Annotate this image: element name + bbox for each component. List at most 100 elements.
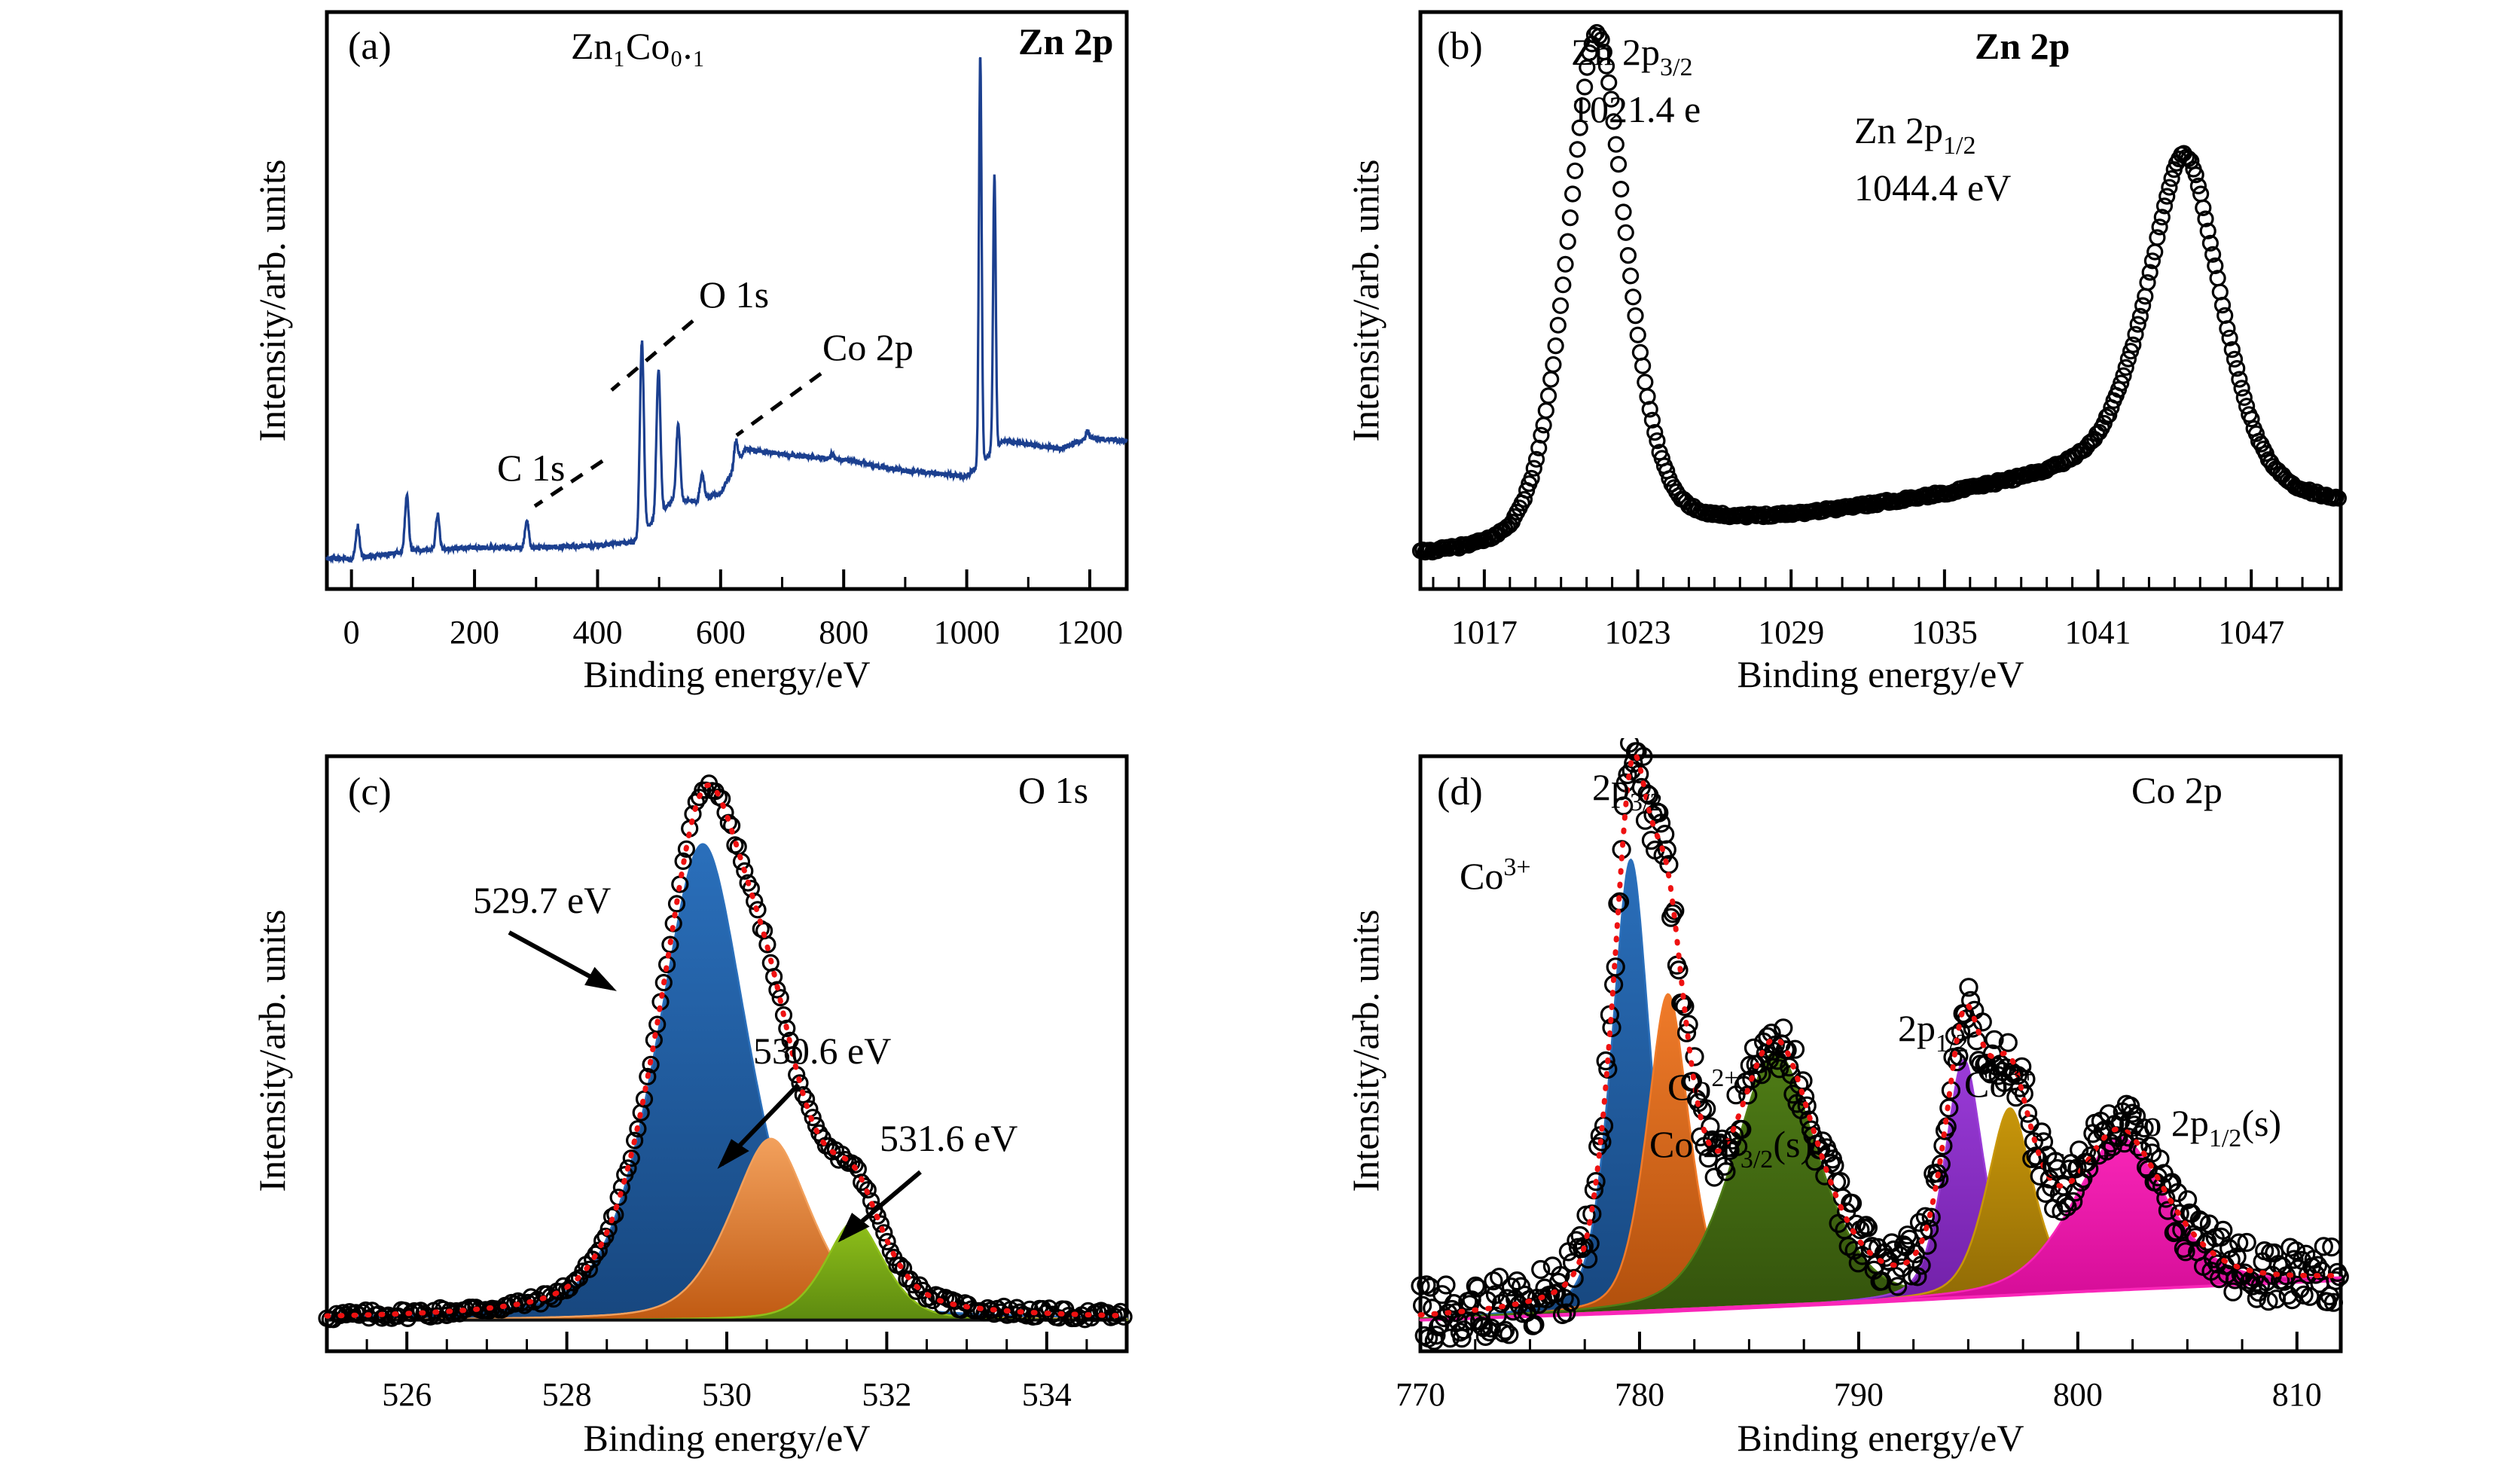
data-point — [846, 1155, 864, 1174]
panel-a-leader-o1s — [610, 319, 694, 392]
data-point — [2058, 1197, 2077, 1216]
x-tick-label: 532 — [862, 1376, 911, 1413]
panel-c-xtitle: Binding energy/eV — [584, 1417, 871, 1459]
x-tick-label: 534 — [1022, 1376, 1072, 1413]
data-point — [629, 1120, 647, 1138]
data-point — [639, 1067, 657, 1085]
panel-c-arrow-531 — [837, 1170, 922, 1243]
data-point — [862, 1192, 880, 1210]
data-point — [1858, 1218, 1878, 1238]
data-point — [1701, 1117, 1720, 1137]
panel-d-ytitle: Intensity/arb. units — [1344, 910, 1387, 1192]
data-point — [1640, 786, 1659, 805]
panel-a-sample-label: Zn₁Co₀.₁ — [571, 25, 706, 67]
panel-d-title: Co 2p — [2131, 769, 2223, 811]
data-point — [677, 840, 696, 858]
data-point — [2195, 199, 2212, 216]
panel-d-anno-2p12: 2p1/2 — [1898, 1007, 1968, 1057]
panel-b-curve — [1411, 23, 2348, 561]
data-point — [619, 1159, 637, 1177]
panel-c-axis: 526 528 530 532 534 — [325, 1332, 1128, 1413]
x-tick-label: 1035 — [1911, 614, 1978, 651]
data-point — [1567, 162, 1584, 179]
data-point — [2223, 341, 2241, 359]
data-point — [1908, 1267, 1927, 1286]
data-point — [1605, 113, 1622, 130]
data-point — [2162, 1173, 2182, 1192]
data-point — [2119, 1128, 2138, 1147]
panel-b-anno-2p32: Zn 2p3/2 — [1571, 31, 1693, 81]
data-point — [2161, 179, 2178, 196]
data-point — [891, 1256, 909, 1274]
data-point — [2134, 1118, 2154, 1138]
panel-c-arrow-530 — [717, 1082, 801, 1169]
data-point — [1586, 1171, 1606, 1192]
data-point — [1976, 1054, 1997, 1073]
data-point — [1612, 181, 1630, 198]
x-tick-label: 1023 — [1605, 614, 1671, 651]
data-point — [1609, 156, 1628, 173]
x-tick-label: 0 — [343, 614, 360, 651]
data-point — [1649, 432, 1666, 450]
data-point — [2018, 1103, 2038, 1123]
data-point — [2137, 288, 2154, 305]
data-point — [2199, 222, 2216, 240]
panel-d-anno-co2p-a: Co2+ — [1667, 1064, 1739, 1108]
data-point — [2141, 264, 2158, 281]
x-tick-label: 780 — [1615, 1376, 1664, 1413]
data-point — [661, 935, 679, 954]
data-point — [2143, 252, 2162, 270]
data-point — [1466, 1276, 1485, 1296]
data-point — [1856, 1216, 1876, 1235]
panel-a-frame — [325, 10, 1129, 591]
data-point — [1426, 1326, 1446, 1345]
data-point — [1679, 1015, 1698, 1034]
data-point — [1619, 247, 1637, 264]
data-point — [1911, 1256, 1931, 1275]
data-point — [1607, 136, 1625, 153]
data-point — [1535, 417, 1552, 434]
data-point — [1033, 1299, 1052, 1318]
panel-d-anno-co2p-b: Co2+ — [2041, 1143, 2113, 1186]
data-point — [1697, 1099, 1716, 1119]
data-point — [2134, 297, 2152, 314]
data-point — [2231, 371, 2248, 388]
data-point — [2129, 316, 2146, 333]
data-point — [2064, 1192, 2083, 1212]
data-point — [1949, 1046, 1969, 1066]
survey-spectrum-line — [325, 56, 1128, 564]
data-point — [2201, 234, 2219, 252]
data-point — [1930, 1169, 1949, 1189]
data-point — [758, 935, 776, 954]
data-point — [2189, 177, 2207, 194]
data-point — [1769, 1059, 1789, 1079]
data-point — [2239, 1273, 2259, 1292]
panel-d-anno-2p32: 2p3/2 — [1592, 766, 1662, 816]
panel-d-plot: 770 780 790 800 810 — [1396, 738, 2349, 1413]
data-point — [674, 852, 692, 870]
data-point — [1630, 764, 1649, 784]
panel-b-anno-be32: 1021.4 e — [1571, 88, 1701, 130]
panel-b: 1017 1023 1029 1035 1041 1047 (b) Zn 2p Zn 2p… — [1258, 0, 2520, 708]
data-point — [340, 1302, 358, 1321]
data-point — [719, 813, 737, 832]
x-tick-label: 1200 — [1057, 614, 1123, 651]
data-point — [654, 974, 673, 992]
x-tick-label: 200 — [450, 614, 499, 651]
x-tick-label: 530 — [702, 1376, 752, 1413]
x-tick-label: 528 — [542, 1376, 592, 1413]
data-point — [505, 1295, 524, 1313]
data-point — [856, 1177, 874, 1195]
data-point — [1545, 356, 1562, 374]
x-tick-label: 800 — [819, 614, 868, 651]
panel-b-anno-zn2p: Zn 2p — [1975, 25, 2070, 67]
data-point — [2284, 1250, 2304, 1269]
data-point — [2323, 1292, 2344, 1312]
data-point — [791, 1074, 809, 1092]
data-point — [1557, 1303, 1576, 1323]
data-point — [1603, 90, 1620, 108]
data-point — [1752, 1065, 1771, 1085]
data-point — [1436, 1275, 1456, 1295]
panel-d-anno-sat12: Co 2p1/2(s) — [2118, 1102, 2281, 1152]
